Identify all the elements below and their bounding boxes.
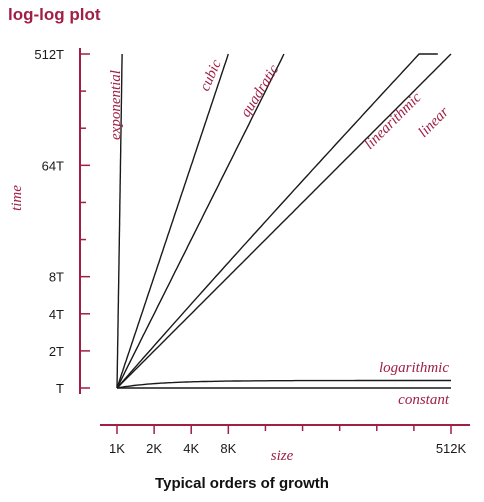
x-tick-label: 4K <box>183 441 199 456</box>
curve-exponential <box>116 54 123 388</box>
x-tick-label: 512K <box>436 441 467 456</box>
x-axis-ticks: 1K 2K 4K 8K 512K <box>109 425 467 456</box>
y-axis-label: time <box>9 185 25 211</box>
curve-linearithmic <box>116 53 438 389</box>
chart-title: log-log plot <box>8 5 101 24</box>
curve-label-linearithmic: linearithmic <box>362 89 425 152</box>
curve-label-logarithmic: logarithmic <box>379 360 449 376</box>
curve-label-exponential: exponential <box>108 70 124 140</box>
y-tick-label: 64T <box>42 158 64 173</box>
x-tick-label: 8K <box>220 441 236 456</box>
x-tick-label: 1K <box>109 441 125 456</box>
y-tick-label: 8T <box>49 270 64 285</box>
curve-label-constant: constant <box>398 392 450 408</box>
curve-logarithmic <box>116 379 451 389</box>
curve-cubic <box>116 53 229 389</box>
x-axis-label: size <box>271 448 294 464</box>
y-tick-label: 512T <box>34 47 64 62</box>
curve-quadratic <box>116 53 285 389</box>
x-tick-label: 2K <box>146 441 162 456</box>
growth-curves <box>116 53 452 389</box>
y-tick-label: 2T <box>49 344 64 359</box>
curve-label-quadratic: quadratic <box>238 62 283 120</box>
y-tick-label: T <box>56 381 64 396</box>
y-tick-label: 4T <box>49 307 64 322</box>
curve-linear <box>116 53 452 389</box>
chart-caption: Typical orders of growth <box>155 475 329 492</box>
y-axis-ticks: T 2T 4T 8T 64T 512T <box>34 47 90 396</box>
curve-label-linear: linear <box>416 104 453 141</box>
